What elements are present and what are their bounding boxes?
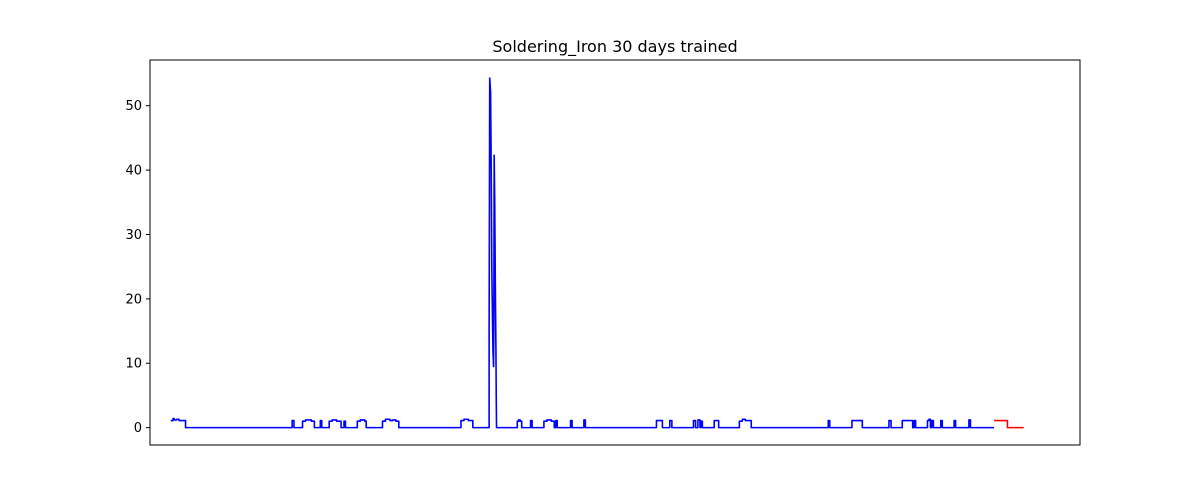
y-tick-label: 0 <box>134 421 142 436</box>
y-tick-label: 50 <box>125 99 142 114</box>
plot-frame <box>149 59 1081 446</box>
series-layer <box>170 77 1024 429</box>
y-tick-label: 30 <box>125 228 142 243</box>
series-line-0 <box>170 77 995 429</box>
chart-title: Soldering_Iron 30 days trained <box>492 37 737 57</box>
y-tick-label: 20 <box>125 292 142 307</box>
series-line-1 <box>994 419 1024 429</box>
y-tick-label: 10 <box>125 357 142 372</box>
y-tick-label: 40 <box>125 164 142 179</box>
y-axis: 0 10 20 30 40 50 <box>125 99 150 436</box>
